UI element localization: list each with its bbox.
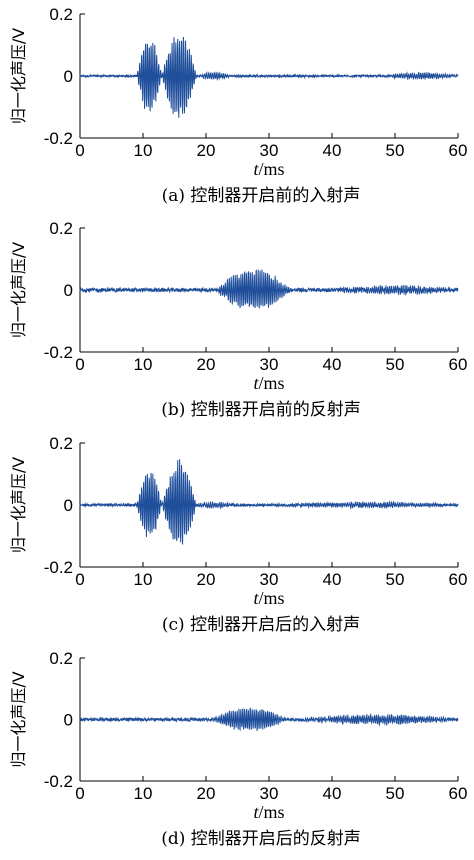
y-tick-label: 0 bbox=[64, 496, 73, 515]
y-axis-label: 归一化声压/V bbox=[9, 28, 28, 124]
x-axis-label-variable: t bbox=[253, 159, 259, 179]
y-tick-label: -0.2 bbox=[44, 772, 73, 791]
x-axis-label: t/ms bbox=[253, 588, 284, 608]
x-tick-label: 0 bbox=[75, 570, 84, 589]
x-tick-label: 50 bbox=[386, 141, 405, 160]
y-axis-label: 归一化声压/V bbox=[9, 242, 28, 338]
x-tick-label: 40 bbox=[323, 570, 342, 589]
y-tick-label: 0.2 bbox=[49, 649, 73, 668]
y-tick-label: 0.2 bbox=[49, 5, 73, 24]
x-axis-label-variable: t bbox=[253, 588, 259, 608]
x-tick-label: 20 bbox=[197, 355, 216, 374]
x-axis-label-variable: t bbox=[253, 373, 259, 393]
x-tick-label: 0 bbox=[75, 784, 84, 803]
x-tick-label: 60 bbox=[449, 141, 468, 160]
y-tick-label: 0 bbox=[64, 711, 73, 730]
y-axis-label: 归一化声压/V bbox=[9, 671, 28, 767]
x-tick-label: 20 bbox=[197, 141, 216, 160]
x-tick-label: 20 bbox=[197, 570, 216, 589]
x-tick-label: 30 bbox=[260, 784, 279, 803]
x-axis-label: t/ms bbox=[253, 802, 284, 822]
y-tick-label: 0.2 bbox=[49, 434, 73, 453]
x-tick-label: 50 bbox=[386, 570, 405, 589]
panel-caption: (b) 控制器开启前的反射声 bbox=[161, 400, 361, 420]
x-axis-label: t/ms bbox=[253, 159, 284, 179]
y-tick-label: -0.2 bbox=[44, 129, 73, 148]
panel-caption: (d) 控制器开启后的反射声 bbox=[161, 829, 361, 849]
x-tick-label: 50 bbox=[386, 355, 405, 374]
x-axis-label-unit: /ms bbox=[259, 802, 285, 822]
y-tick-label: 0 bbox=[64, 281, 73, 300]
series-line bbox=[79, 37, 459, 118]
y-tick-label: 0 bbox=[64, 67, 73, 86]
x-axis-label-unit: /ms bbox=[259, 159, 285, 179]
x-tick-label: 10 bbox=[134, 784, 153, 803]
series-line bbox=[79, 269, 459, 309]
x-tick-label: 0 bbox=[75, 355, 84, 374]
panel-caption: (c) 控制器开启后的入射声 bbox=[162, 615, 360, 635]
x-axis-label-unit: /ms bbox=[259, 588, 285, 608]
x-tick-label: 10 bbox=[134, 141, 153, 160]
y-tick-label: -0.2 bbox=[44, 343, 73, 362]
x-tick-label: 40 bbox=[323, 141, 342, 160]
panel-caption: (a) 控制器开启前的入射声 bbox=[162, 186, 361, 206]
y-tick-label: -0.2 bbox=[44, 558, 73, 577]
x-tick-label: 30 bbox=[260, 355, 279, 374]
x-tick-label: 30 bbox=[260, 141, 279, 160]
x-tick-label: 60 bbox=[449, 784, 468, 803]
y-tick-label: 0.2 bbox=[49, 219, 73, 238]
series-line bbox=[79, 707, 459, 732]
x-axis-label-variable: t bbox=[253, 802, 259, 822]
x-tick-label: 10 bbox=[134, 570, 153, 589]
x-axis-label: t/ms bbox=[253, 373, 284, 393]
x-tick-label: 40 bbox=[323, 784, 342, 803]
x-tick-label: 10 bbox=[134, 355, 153, 374]
x-tick-label: 60 bbox=[449, 570, 468, 589]
x-tick-label: 20 bbox=[197, 784, 216, 803]
x-tick-label: 30 bbox=[260, 570, 279, 589]
x-tick-label: 0 bbox=[75, 141, 84, 160]
x-tick-label: 50 bbox=[386, 784, 405, 803]
x-axis-label-unit: /ms bbox=[259, 373, 285, 393]
series-line bbox=[79, 459, 459, 545]
y-axis-label: 归一化声压/V bbox=[9, 457, 28, 553]
x-tick-label: 60 bbox=[449, 355, 468, 374]
x-tick-label: 40 bbox=[323, 355, 342, 374]
